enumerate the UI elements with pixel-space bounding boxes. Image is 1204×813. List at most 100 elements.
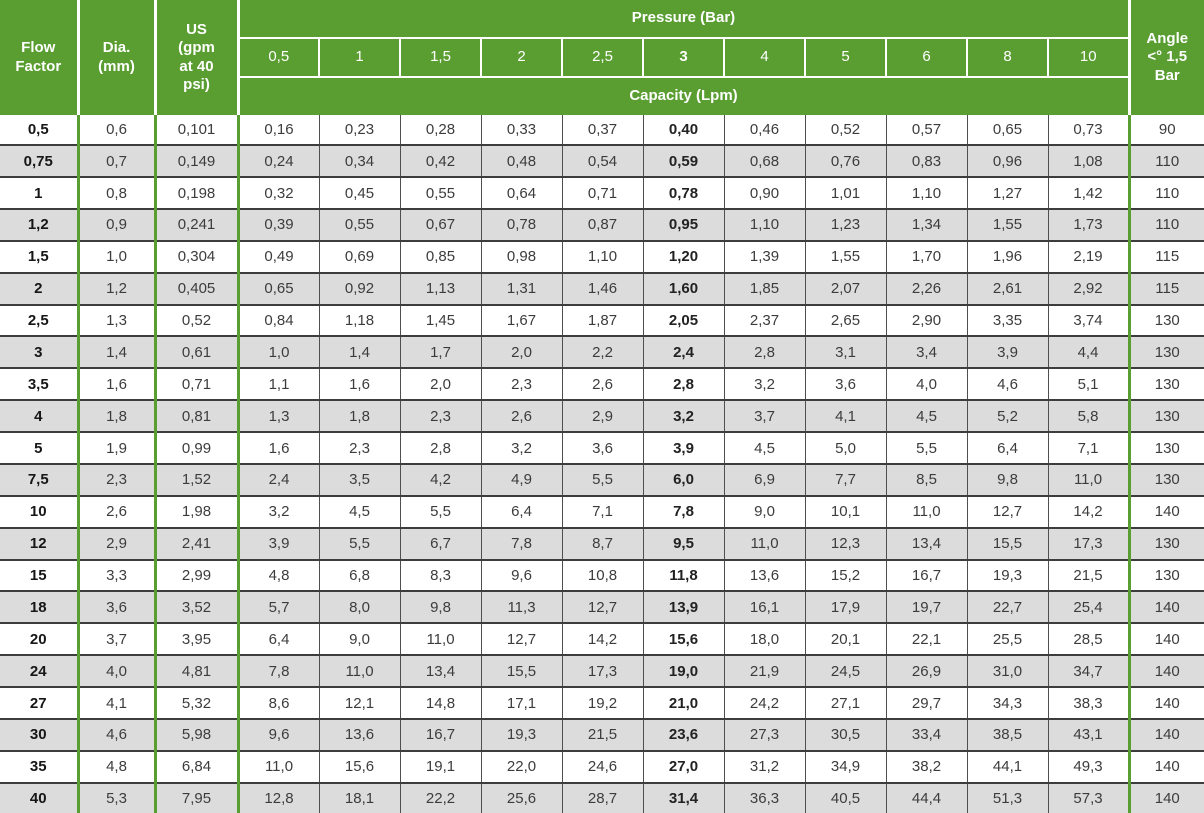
table-row: 4 1,8 0,81 1,3 1,8 2,3 2,6 2,9 3,2 3,7 4,1 4,5 5,2 5,… — [0, 399, 1204, 433]
capacity-cell: 9,6 — [236, 717, 319, 751]
capacity-cell: 1,55 — [804, 239, 886, 273]
capacity-cell: 3,2 — [236, 494, 319, 528]
capacity-cell: 6,0 — [642, 462, 724, 496]
capacity-cell: 0,37 — [561, 115, 643, 146]
flow-factor-cell: 1,2 — [0, 207, 78, 241]
diameter-cell: 2,3 — [76, 462, 155, 496]
us-gpm-cell: 4,81 — [153, 654, 238, 688]
pressure-col-header: 1 — [318, 37, 400, 78]
capacity-cell: 15,6 — [318, 749, 400, 783]
capacity-cell: 2,3 — [318, 431, 400, 464]
diameter-cell: 2,9 — [76, 526, 155, 560]
table-row: 10 2,6 1,98 3,2 4,5 5,5 6,4 7,1 7,8 9,0 10,1 11,0 12… — [0, 494, 1204, 528]
capacity-cell: 9,8 — [966, 462, 1048, 496]
diameter-cell: 3,7 — [76, 622, 155, 656]
capacity-cell: 44,1 — [966, 749, 1048, 783]
capacity-cell: 3,2 — [723, 367, 805, 401]
table-body: 0,5 0,6 0,101 0,16 0,23 0,28 0,33 0,37 0,40 0,46 0… — [0, 115, 1204, 813]
angle-cell: 115 — [1127, 239, 1204, 273]
capacity-cell: 1,8 — [318, 399, 400, 433]
angle-cell: 130 — [1127, 431, 1204, 464]
capacity-cell: 17,9 — [804, 590, 886, 624]
capacity-cell: 2,3 — [399, 399, 481, 433]
capacity-cell: 1,4 — [318, 335, 400, 369]
capacity-cell: 1,96 — [966, 239, 1048, 273]
flow-factor-cell: 3,5 — [0, 367, 78, 401]
capacity-cell: 17,1 — [480, 686, 562, 719]
capacity-cell: 13,6 — [723, 558, 805, 592]
capacity-cell: 2,9 — [561, 399, 643, 433]
capacity-cell: 16,7 — [399, 717, 481, 751]
capacity-cell: 20,1 — [804, 622, 886, 656]
capacity-cell: 9,5 — [642, 526, 724, 560]
capacity-cell: 17,3 — [561, 654, 643, 688]
pressure-col-header: 0,5 — [236, 37, 319, 78]
capacity-cell: 4,5 — [885, 399, 967, 433]
capacity-cell: 7,1 — [561, 494, 643, 528]
us-gpm-cell: 5,32 — [153, 686, 238, 719]
angle-cell: 130 — [1127, 303, 1204, 337]
table-row: 1 0,8 0,198 0,32 0,45 0,55 0,64 0,71 0,78 0,90 1,0… — [0, 176, 1204, 209]
capacity-cell: 29,7 — [885, 686, 967, 719]
capacity-cell: 2,8 — [399, 431, 481, 464]
angle-cell: 130 — [1127, 335, 1204, 369]
capacity-cell: 0,49 — [236, 239, 319, 273]
angle-cell: 110 — [1127, 207, 1204, 241]
capacity-cell: 0,96 — [966, 144, 1048, 178]
pressure-col-header: 5 — [804, 37, 886, 78]
capacity-cell: 1,10 — [723, 207, 805, 241]
capacity-lpm-header: Capacity (Lpm) — [236, 77, 1129, 115]
capacity-cell: 31,0 — [966, 654, 1048, 688]
flow-factor-cell: 18 — [0, 590, 78, 624]
pressure-bar-header: Pressure (Bar) — [236, 0, 1129, 38]
capacity-cell: 4,9 — [480, 462, 562, 496]
capacity-cell: 0,85 — [399, 239, 481, 273]
capacity-cell: 2,07 — [804, 271, 886, 305]
capacity-cell: 27,3 — [723, 717, 805, 751]
capacity-cell: 3,35 — [966, 303, 1048, 337]
pressure-col-header: 10 — [1047, 37, 1129, 78]
capacity-cell: 15,5 — [966, 526, 1048, 560]
capacity-cell: 0,46 — [723, 115, 805, 146]
capacity-cell: 0,33 — [480, 115, 562, 146]
capacity-cell: 4,4 — [1047, 335, 1129, 369]
capacity-cell: 28,7 — [561, 781, 643, 813]
capacity-cell: 0,48 — [480, 144, 562, 178]
capacity-cell: 26,9 — [885, 654, 967, 688]
table-row: 18 3,6 3,52 5,7 8,0 9,8 11,3 12,7 13,9 16,1 17,9 19… — [0, 590, 1204, 624]
capacity-cell: 1,45 — [399, 303, 481, 337]
capacity-cell: 11,0 — [1047, 462, 1129, 496]
table-row: 3,5 1,6 0,71 1,1 1,6 2,0 2,3 2,6 2,8 3,2 3,6 4,0 4,6… — [0, 367, 1204, 401]
table-row: 15 3,3 2,99 4,8 6,8 8,3 9,6 10,8 11,8 13,6 15,2 16,… — [0, 558, 1204, 592]
capacity-cell: 0,83 — [885, 144, 967, 178]
us-gpm-cell: 0,149 — [153, 144, 238, 178]
capacity-cell: 0,52 — [804, 115, 886, 146]
us-gpm-cell: 1,52 — [153, 462, 238, 496]
us-gpm-cell: 0,71 — [153, 367, 238, 401]
capacity-cell: 11,0 — [236, 749, 319, 783]
capacity-cell: 1,10 — [885, 176, 967, 209]
pressure-col-header: 2 — [480, 37, 562, 78]
capacity-cell: 3,74 — [1047, 303, 1129, 337]
angle-cell: 140 — [1127, 717, 1204, 751]
flow-factor-cell: 4 — [0, 399, 78, 433]
table-header: Flow Factor Dia. (mm) US (gpm at 40 psi)… — [0, 0, 1204, 115]
table-row: 20 3,7 3,95 6,4 9,0 11,0 12,7 14,2 15,6 18,0 20,1 2… — [0, 622, 1204, 656]
capacity-cell: 2,61 — [966, 271, 1048, 305]
capacity-cell: 7,1 — [1047, 431, 1129, 464]
capacity-cell: 2,8 — [642, 367, 724, 401]
capacity-cell: 6,8 — [318, 558, 400, 592]
capacity-cell: 5,5 — [885, 431, 967, 464]
flow-factor-cell: 3 — [0, 335, 78, 369]
flow-factor-cell: 2 — [0, 271, 78, 305]
capacity-cell: 7,8 — [480, 526, 562, 560]
capacity-cell: 6,4 — [966, 431, 1048, 464]
capacity-cell: 5,5 — [561, 462, 643, 496]
diameter-cell: 0,7 — [76, 144, 155, 178]
capacity-cell: 5,8 — [1047, 399, 1129, 433]
capacity-cell: 6,4 — [480, 494, 562, 528]
capacity-cell: 0,65 — [236, 271, 319, 305]
capacity-cell: 7,7 — [804, 462, 886, 496]
capacity-cell: 9,6 — [480, 558, 562, 592]
capacity-cell: 9,0 — [723, 494, 805, 528]
